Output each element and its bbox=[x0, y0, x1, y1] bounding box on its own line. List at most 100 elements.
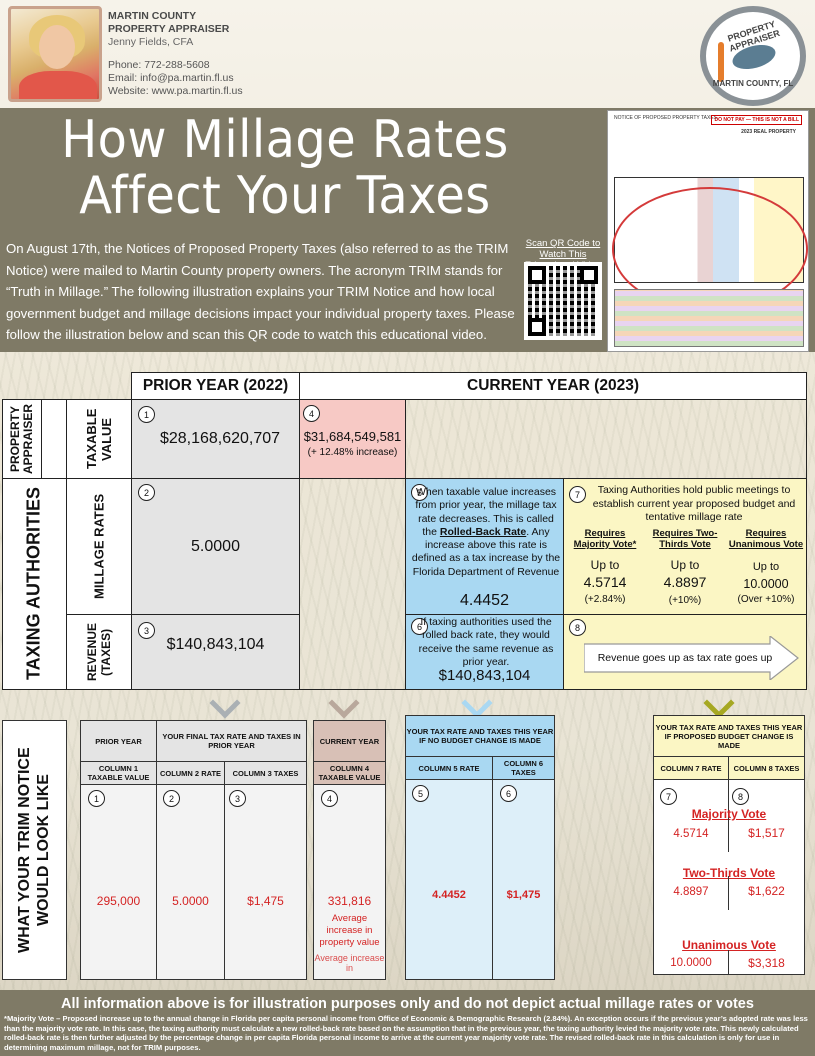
email-link[interactable]: Email: info@pa.martin.fl.us bbox=[108, 72, 234, 84]
website-link[interactable]: Website: www.pa.martin.fl.us bbox=[108, 85, 243, 97]
page-title: How Millage Rates Affect Your Taxes bbox=[23, 112, 547, 224]
row-label-revenue: REVENUE (TAXES) bbox=[85, 623, 113, 682]
current-taxable-value: $31,684,549,581 bbox=[303, 429, 402, 444]
row-label-millage-rates: MILLAGE RATES bbox=[91, 493, 107, 600]
majority-vote-footnote: *Majority Vote – Proposed increase up to… bbox=[4, 1014, 808, 1052]
notice-heading: NOTICE OF PROPOSED PROPERTY TAXES bbox=[614, 115, 717, 121]
side-label-taxing-authorities: TAXING AUTHORITIES bbox=[23, 487, 44, 681]
trim-current-year-header: CURRENT YEAR bbox=[313, 720, 386, 762]
rolled-back-rate-value: 4.4452 bbox=[460, 592, 509, 609]
majority-rate-value: 4.5714 bbox=[673, 828, 709, 840]
col8-header: COLUMN 8 TAXES bbox=[728, 756, 805, 780]
do-not-pay-label: DO NOT PAY — THIS IS NOT A BILL bbox=[711, 115, 802, 125]
marker-6: 6 bbox=[411, 618, 428, 635]
footer: All information above is for illustratio… bbox=[0, 990, 815, 1056]
intro-paragraph: On August 17th, the Notices of Proposed … bbox=[6, 241, 515, 342]
requires-majority: Requires Majority Vote* bbox=[573, 528, 637, 550]
col5-header: COLUMN 5 RATE bbox=[405, 756, 493, 780]
requires-two-thirds: Requires Two-Thirds Vote bbox=[652, 528, 718, 550]
row-label-taxable-cell bbox=[66, 399, 132, 479]
rolled-back-box bbox=[405, 478, 564, 690]
box6-text: If taxing authorities used the rolled ba… bbox=[418, 616, 554, 668]
trim-marker-7: 7 bbox=[660, 788, 677, 805]
notice-lower-section bbox=[614, 289, 804, 347]
marker-3: 3 bbox=[138, 622, 155, 639]
trim-marker-4: 4 bbox=[321, 790, 338, 807]
divider bbox=[728, 950, 729, 975]
col3-header: COLUMN 3 TAXES bbox=[224, 761, 307, 785]
trim-final-rate-header: YOUR FINAL TAX RATE AND TAXES IN PRIOR Y… bbox=[156, 720, 307, 762]
prior-millage-cell bbox=[131, 478, 300, 615]
prior-revenue: $140,843,104 bbox=[166, 636, 265, 653]
marker-1: 1 bbox=[138, 406, 155, 423]
trim-marker-5: 5 bbox=[412, 785, 429, 802]
qr-code[interactable] bbox=[524, 262, 602, 340]
trim-proposed-header: YOUR TAX RATE AND TAXES THIS YEAR IF PRO… bbox=[653, 715, 805, 757]
prior-taxable-value: $28,168,620,707 bbox=[159, 430, 281, 447]
phone: Phone: 772-288-5608 bbox=[108, 59, 210, 71]
divider bbox=[224, 785, 225, 980]
side-pa-gap bbox=[41, 399, 67, 479]
arrow-right-icon bbox=[584, 636, 799, 680]
trim-marker-6: 6 bbox=[500, 785, 517, 802]
trim-notice-thumbnail: NOTICE OF PROPOSED PROPERTY TAXES DO NOT… bbox=[607, 110, 809, 352]
trim-marker-2: 2 bbox=[163, 790, 180, 807]
divider bbox=[728, 818, 729, 852]
two-thirds-tax-value: $1,622 bbox=[748, 884, 785, 898]
two-thirds-rate-value: 4.8897 bbox=[673, 886, 709, 898]
side-label-property-appraiser: PROPERTY APPRAISER bbox=[8, 404, 35, 475]
trim-no-budget-header: YOUR TAX RATE AND TAXES THIS YEAR IF NO … bbox=[405, 715, 555, 757]
unanimous-rate: 10.0000 bbox=[743, 577, 789, 591]
current-col-empty bbox=[299, 478, 406, 690]
col4-note: Average increase in property value bbox=[319, 913, 380, 948]
proposed-rate-box bbox=[563, 478, 807, 615]
divider bbox=[728, 876, 729, 910]
title-line-2: Affect Your Taxes bbox=[79, 166, 491, 226]
col1-header: COLUMN 1 TAXABLE VALUE bbox=[80, 761, 157, 785]
majority-tax-value: $1,517 bbox=[748, 826, 785, 840]
trim-side-cell bbox=[2, 720, 67, 980]
col4-note-cut: Average increase in bbox=[314, 953, 385, 973]
row-label-millage-cell bbox=[66, 478, 132, 615]
unanimous-change: (Over +10%) bbox=[737, 594, 795, 605]
property-appraiser-seal: PROPERTY APPRAISER MARTIN COUNTY, FL bbox=[700, 6, 806, 106]
two-thirds-vote-label: Two-Thirds Vote bbox=[682, 866, 776, 880]
majority-change: (+2.84%) bbox=[584, 594, 626, 605]
org-line-2: PROPERTY APPRAISER bbox=[108, 23, 230, 35]
col1-value: 295,000 bbox=[96, 894, 141, 908]
two-thirds-rate: 4.8897 bbox=[663, 574, 707, 590]
current-taxable-change: (+ 12.48% increase) bbox=[307, 447, 398, 458]
marker-7: 7 bbox=[569, 486, 586, 503]
col2-value: 5.0000 bbox=[172, 894, 209, 908]
title-line-1: How Millage Rates bbox=[61, 110, 509, 170]
marker-8: 8 bbox=[569, 619, 586, 636]
current-year-header: CURRENT YEAR (2023) bbox=[299, 372, 807, 400]
notice-year: 2023 REAL PROPERTY bbox=[741, 129, 796, 135]
row-label-taxable-value: TAXABLE VALUE bbox=[84, 408, 114, 470]
prior-millage-rate: 5.0000 bbox=[191, 538, 240, 555]
unanimous-vote-label: Unanimous Vote bbox=[682, 938, 776, 952]
prior-revenue-cell bbox=[131, 614, 300, 690]
col2-header: COLUMN 2 RATE bbox=[156, 761, 225, 785]
trim-marker-3: 3 bbox=[229, 790, 246, 807]
col3-value: $1,475 bbox=[247, 894, 284, 908]
divider bbox=[728, 780, 729, 832]
col5-value: 4.4452 bbox=[432, 889, 466, 901]
disclaimer-line: All information above is for illustratio… bbox=[61, 996, 754, 1012]
divider bbox=[492, 780, 493, 980]
col4-header: COLUMN 4 TAXABLE VALUE bbox=[313, 761, 386, 785]
appraiser-name: Jenny Fields, CFA bbox=[108, 36, 194, 48]
prior-year-header: PRIOR YEAR (2022) bbox=[131, 372, 300, 400]
unanimous-tax-value: $3,318 bbox=[748, 956, 785, 970]
col7-header: COLUMN 7 RATE bbox=[653, 756, 729, 780]
contact-info: MARTIN COUNTY PROPERTY APPRAISER Jenny F… bbox=[108, 10, 243, 98]
org-line-1: MARTIN COUNTY bbox=[108, 10, 197, 22]
trim-side-label: WHAT YOUR TRIM NOTICE WOULD LOOK LIKE bbox=[16, 747, 52, 953]
upto-unanimous: Up to bbox=[752, 561, 780, 573]
requires-unanimous: Requires Unanimous Vote bbox=[728, 528, 804, 550]
divider bbox=[156, 785, 157, 980]
majority-rate: 4.5714 bbox=[583, 574, 627, 590]
majority-vote-label: Majority Vote bbox=[691, 807, 767, 821]
appraiser-photo bbox=[8, 6, 102, 102]
unanimous-rate-value: 10.0000 bbox=[670, 957, 712, 969]
